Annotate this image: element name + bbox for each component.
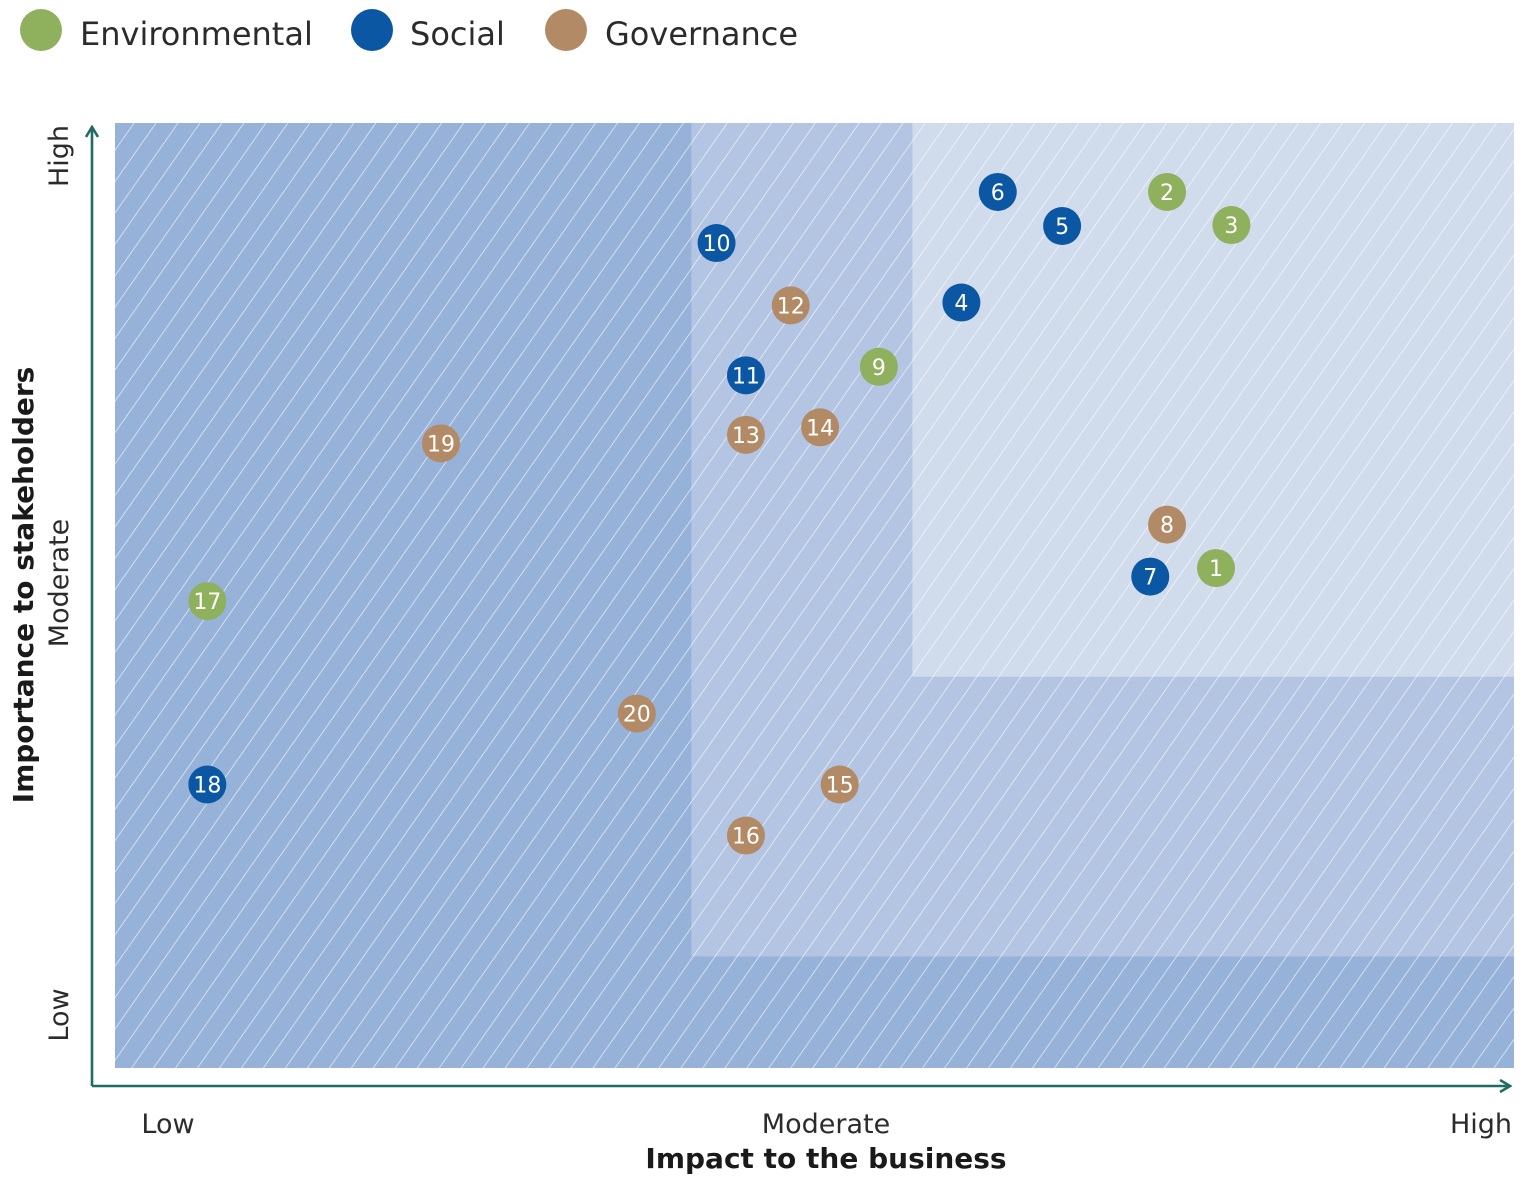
data-point-8: 8 bbox=[1148, 505, 1187, 544]
legend-item-social: Social bbox=[351, 9, 505, 53]
data-point-3: 3 bbox=[1212, 206, 1251, 245]
data-point-marker bbox=[859, 347, 898, 386]
data-point-marker bbox=[697, 224, 736, 263]
data-point-5: 5 bbox=[1043, 207, 1082, 246]
data-point-marker bbox=[820, 765, 859, 804]
data-point-marker bbox=[1043, 207, 1082, 246]
data-point-1: 1 bbox=[1197, 549, 1236, 588]
data-point-20: 20 bbox=[617, 694, 656, 733]
x-tick-moderate: Moderate bbox=[762, 1109, 890, 1140]
data-point-label: 2 bbox=[1160, 181, 1174, 206]
legend-label-social: Social bbox=[410, 15, 505, 53]
data-point-label: 20 bbox=[623, 703, 651, 728]
data-point-label: 6 bbox=[991, 181, 1005, 206]
data-point-label: 12 bbox=[777, 294, 805, 319]
data-point-marker bbox=[726, 356, 765, 395]
data-point-15: 15 bbox=[820, 765, 859, 804]
y-tick-moderate: Moderate bbox=[44, 519, 75, 647]
data-point-label: 16 bbox=[732, 825, 760, 850]
data-point-label: 19 bbox=[427, 432, 455, 457]
data-point-label: 11 bbox=[732, 364, 760, 389]
data-point-label: 13 bbox=[732, 424, 760, 449]
data-point-4: 4 bbox=[942, 283, 981, 322]
legend-swatch-environmental bbox=[20, 9, 62, 51]
data-point-16: 16 bbox=[726, 816, 765, 855]
data-point-marker bbox=[188, 582, 227, 621]
legend-item-environmental: Environmental bbox=[20, 9, 313, 53]
data-point-marker bbox=[978, 172, 1017, 211]
data-point-7: 7 bbox=[1131, 557, 1170, 596]
data-point-10: 10 bbox=[697, 224, 736, 263]
data-point-13: 13 bbox=[726, 415, 765, 454]
data-point-marker bbox=[942, 283, 981, 322]
data-point-19: 19 bbox=[421, 424, 460, 463]
data-point-label: 15 bbox=[826, 774, 854, 799]
data-point-label: 8 bbox=[1160, 514, 1174, 539]
data-point-marker bbox=[1212, 206, 1251, 245]
data-point-marker bbox=[771, 286, 810, 325]
hatch-overlay bbox=[115, 123, 1514, 1068]
data-point-label: 5 bbox=[1055, 215, 1069, 240]
data-point-marker bbox=[421, 424, 460, 463]
data-point-9: 9 bbox=[859, 347, 898, 386]
data-point-label: 1 bbox=[1209, 557, 1223, 582]
x-tick-low: Low bbox=[141, 1109, 194, 1140]
data-point-label: 14 bbox=[806, 416, 834, 441]
data-point-marker bbox=[801, 408, 840, 447]
data-point-2: 2 bbox=[1148, 172, 1187, 211]
data-point-11: 11 bbox=[726, 356, 765, 395]
y-tick-low: Low bbox=[44, 988, 75, 1041]
legend: Environmental Social Governance bbox=[20, 9, 798, 53]
legend-label-governance: Governance bbox=[605, 15, 798, 53]
data-point-12: 12 bbox=[771, 286, 810, 325]
data-point-marker bbox=[726, 415, 765, 454]
data-point-marker bbox=[1197, 549, 1236, 588]
data-point-label: 7 bbox=[1143, 566, 1157, 591]
data-point-label: 10 bbox=[703, 232, 731, 257]
data-point-label: 17 bbox=[193, 590, 221, 615]
data-point-marker bbox=[1131, 557, 1170, 596]
data-point-marker bbox=[188, 765, 227, 804]
legend-item-governance: Governance bbox=[545, 9, 798, 53]
data-point-14: 14 bbox=[801, 408, 840, 447]
y-tick-high: High bbox=[44, 125, 75, 187]
data-point-marker bbox=[1148, 505, 1187, 544]
legend-swatch-governance bbox=[545, 9, 587, 51]
data-point-17: 17 bbox=[188, 582, 227, 621]
data-point-18: 18 bbox=[188, 765, 227, 804]
x-tick-high: High bbox=[1450, 1109, 1512, 1140]
legend-label-environmental: Environmental bbox=[80, 15, 313, 53]
data-point-label: 18 bbox=[193, 774, 221, 799]
x-axis-title: Impact to the business bbox=[645, 1142, 1006, 1175]
data-point-label: 3 bbox=[1224, 214, 1238, 239]
data-point-6: 6 bbox=[978, 172, 1017, 211]
data-point-label: 9 bbox=[872, 356, 886, 381]
data-point-marker bbox=[726, 816, 765, 855]
y-axis-title: Importance to stakeholders bbox=[7, 367, 40, 804]
data-point-marker bbox=[1148, 172, 1187, 211]
data-point-marker bbox=[617, 694, 656, 733]
legend-swatch-social bbox=[351, 9, 393, 51]
data-point-label: 4 bbox=[954, 292, 968, 317]
